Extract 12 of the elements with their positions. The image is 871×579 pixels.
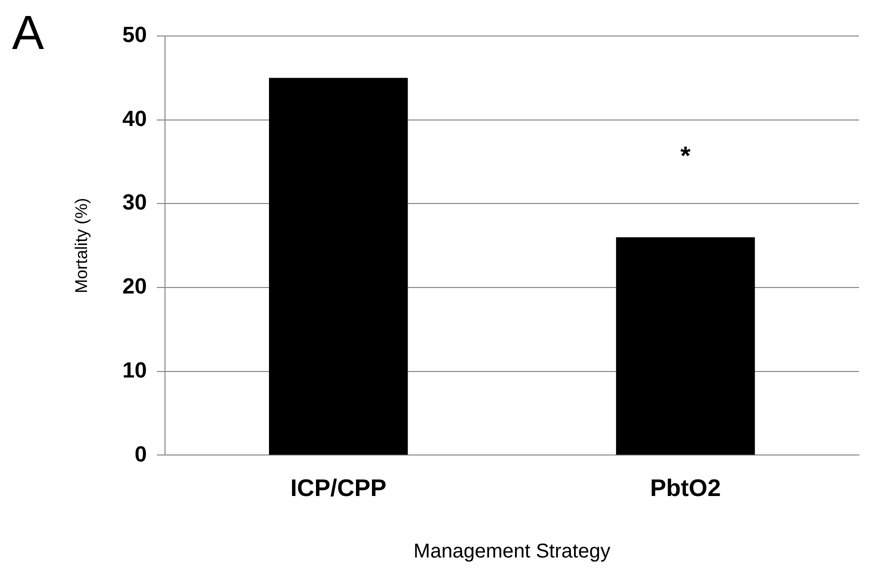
x-tick-label: ICP/CPP [290, 475, 386, 502]
x-tick-label: PbtO2 [650, 475, 721, 502]
text: A [12, 7, 44, 60]
y-tick-label: 30 [122, 190, 147, 215]
y-axis-title: Mortality (%) [72, 198, 91, 294]
y-tick-label: 50 [122, 22, 147, 48]
y-tick-label: 20 [122, 274, 147, 299]
y-tick-label: 40 [122, 106, 147, 131]
x-axis-title: Management Strategy [414, 540, 610, 563]
annotation: * [680, 140, 692, 170]
y-tick-label: 10 [122, 357, 147, 382]
y-tick-label: 0 [134, 441, 147, 466]
